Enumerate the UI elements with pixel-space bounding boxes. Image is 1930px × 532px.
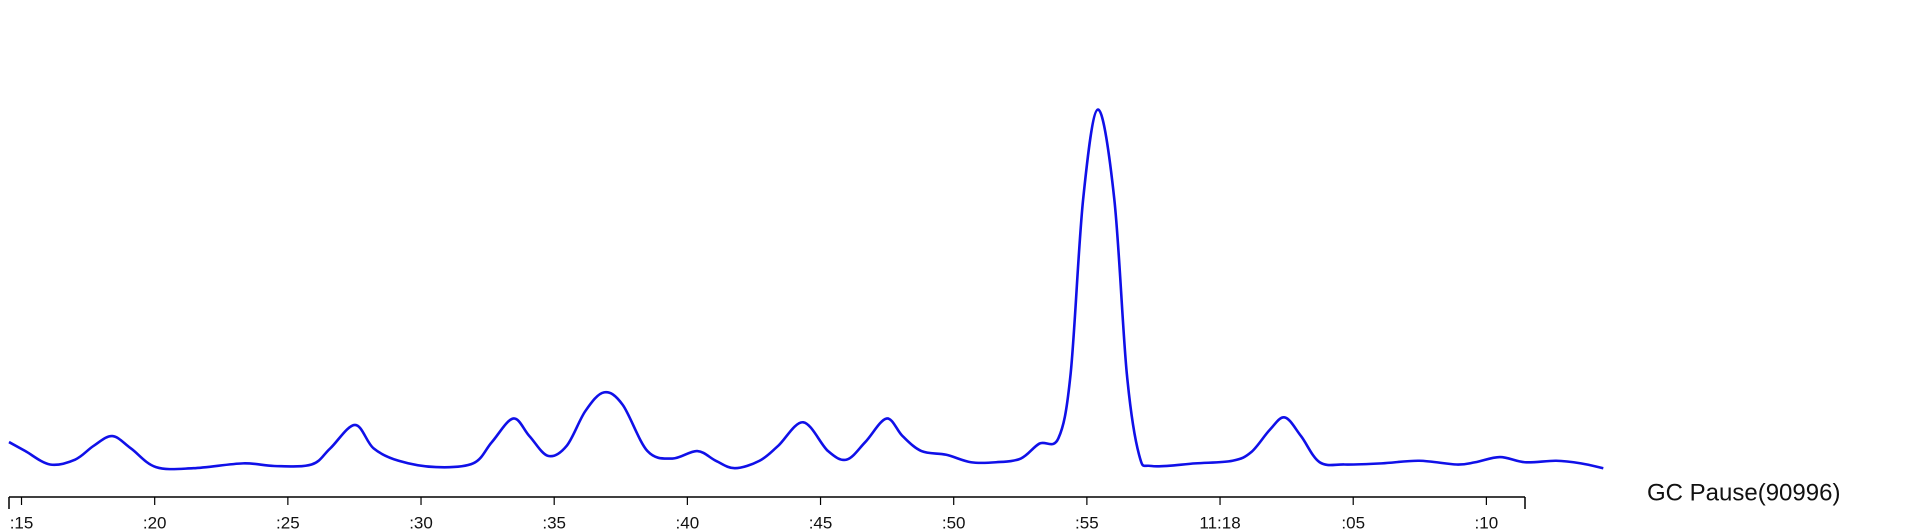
x-tick-label: :20 [143, 513, 167, 532]
series-line [8, 108, 1604, 471]
x-tick-label: :40 [676, 513, 700, 532]
x-tick-label: :55 [1075, 513, 1099, 532]
x-tick-label: :50 [942, 513, 966, 532]
x-tick-label: :30 [409, 513, 433, 532]
x-tick-label: :05 [1341, 513, 1365, 532]
x-tick-label: :15 [10, 513, 34, 532]
x-tick-label: :10 [1475, 513, 1499, 532]
x-tick-label: 11:18 [1199, 513, 1240, 532]
x-tick-label: :25 [276, 513, 300, 532]
series-label: GC Pause(90996) [1647, 479, 1840, 506]
x-tick-label: :45 [809, 513, 833, 532]
x-tick-label: :35 [542, 513, 566, 532]
